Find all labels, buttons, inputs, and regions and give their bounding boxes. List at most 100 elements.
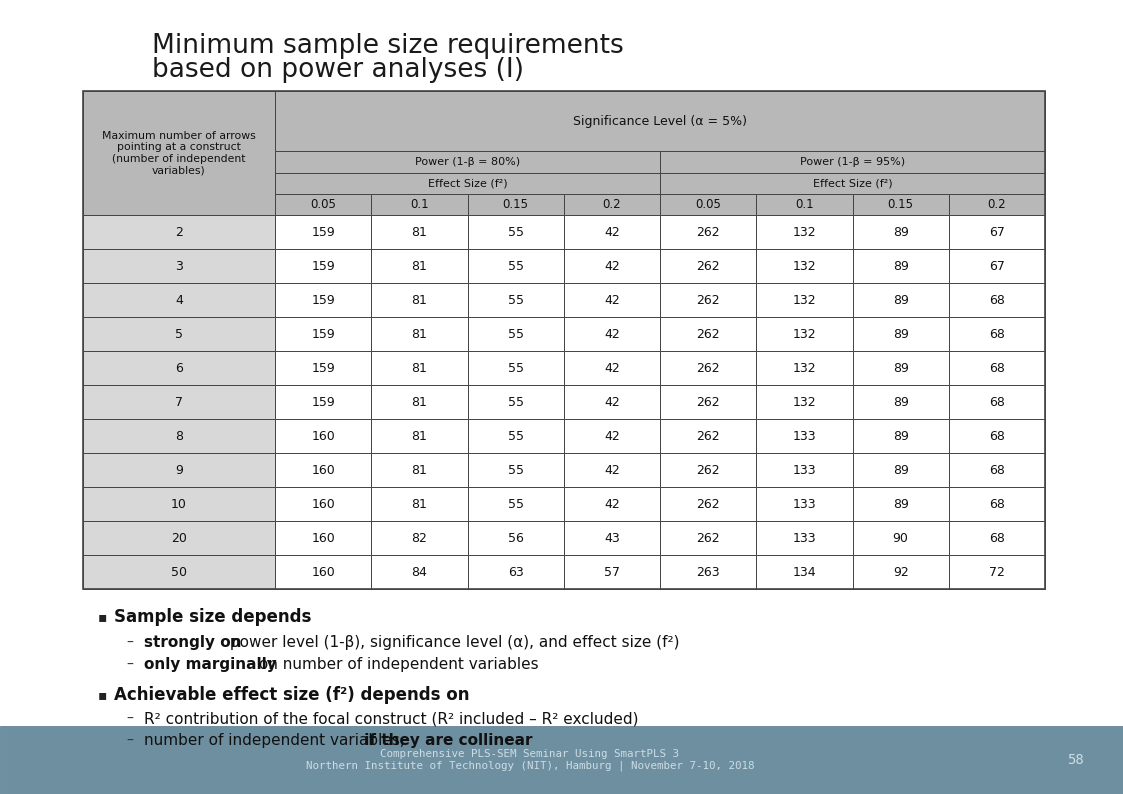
Bar — [660, 555, 756, 589]
Bar — [756, 453, 852, 487]
Text: 68: 68 — [989, 294, 1005, 306]
Bar — [564, 283, 660, 317]
Bar — [949, 487, 1046, 521]
Bar — [275, 521, 372, 555]
Bar — [949, 317, 1046, 351]
Bar — [372, 283, 467, 317]
Text: 89: 89 — [893, 498, 909, 511]
Bar — [275, 91, 1046, 151]
Text: 43: 43 — [604, 531, 620, 545]
Text: 159: 159 — [311, 395, 335, 408]
Bar — [852, 521, 949, 555]
Bar — [275, 487, 372, 521]
Bar — [467, 249, 564, 283]
Text: 81: 81 — [411, 294, 428, 306]
Bar — [756, 555, 852, 589]
Bar — [852, 555, 949, 589]
Bar — [756, 215, 852, 249]
Text: 67: 67 — [989, 225, 1005, 238]
Text: 72: 72 — [989, 565, 1005, 579]
Bar — [852, 215, 949, 249]
Bar — [372, 194, 467, 215]
Text: 262: 262 — [696, 430, 720, 442]
Text: 160: 160 — [311, 464, 335, 476]
Text: 89: 89 — [893, 294, 909, 306]
Text: 42: 42 — [604, 260, 620, 272]
Bar — [852, 419, 949, 453]
Text: 0.1: 0.1 — [410, 198, 429, 211]
Bar — [372, 215, 467, 249]
Text: if they are collinear: if they are collinear — [359, 734, 532, 749]
Bar — [660, 194, 756, 215]
Text: 89: 89 — [893, 225, 909, 238]
Text: Maximum number of arrows
pointing at a construct
(number of independent
variable: Maximum number of arrows pointing at a c… — [102, 130, 256, 175]
Bar — [564, 521, 660, 555]
Text: 262: 262 — [696, 498, 720, 511]
Bar — [83, 215, 275, 249]
Text: 10: 10 — [171, 498, 186, 511]
Text: 55: 55 — [508, 498, 523, 511]
Text: ▪: ▪ — [98, 610, 108, 624]
Bar — [660, 453, 756, 487]
Bar — [372, 555, 467, 589]
Text: Significance Level (α = 5%): Significance Level (α = 5%) — [573, 114, 747, 128]
Text: 262: 262 — [696, 294, 720, 306]
Bar — [83, 521, 275, 555]
Bar — [852, 385, 949, 419]
Bar — [467, 555, 564, 589]
Bar — [852, 249, 949, 283]
Bar — [467, 487, 564, 521]
Text: 0.15: 0.15 — [503, 198, 529, 211]
Text: 68: 68 — [989, 531, 1005, 545]
Text: 89: 89 — [893, 260, 909, 272]
Bar — [467, 419, 564, 453]
Text: 89: 89 — [893, 430, 909, 442]
Text: 133: 133 — [793, 464, 816, 476]
Bar — [852, 487, 949, 521]
Bar — [83, 91, 275, 215]
Text: ▪: ▪ — [98, 688, 108, 702]
Bar — [949, 555, 1046, 589]
Bar — [756, 419, 852, 453]
Text: 58: 58 — [1067, 753, 1084, 767]
Text: Effect Size (f²): Effect Size (f²) — [428, 179, 508, 188]
Bar — [660, 317, 756, 351]
Text: 159: 159 — [311, 327, 335, 341]
Bar — [372, 351, 467, 385]
Bar — [275, 249, 372, 283]
Text: Minimum sample size requirements: Minimum sample size requirements — [152, 33, 623, 59]
Text: 42: 42 — [604, 498, 620, 511]
Text: 0.15: 0.15 — [887, 198, 914, 211]
Text: 55: 55 — [508, 395, 523, 408]
Text: 81: 81 — [411, 464, 428, 476]
Text: 0.05: 0.05 — [310, 198, 336, 211]
Text: 89: 89 — [893, 327, 909, 341]
Text: 67: 67 — [989, 260, 1005, 272]
Bar — [660, 283, 756, 317]
Text: 159: 159 — [311, 361, 335, 375]
Text: 0.2: 0.2 — [987, 198, 1006, 211]
Bar — [756, 194, 852, 215]
Bar — [467, 194, 564, 215]
Bar — [467, 385, 564, 419]
Text: 68: 68 — [989, 327, 1005, 341]
Bar — [0, 726, 1123, 794]
Text: 2: 2 — [175, 225, 183, 238]
Text: 159: 159 — [311, 260, 335, 272]
Text: 160: 160 — [311, 498, 335, 511]
Bar — [83, 419, 275, 453]
Bar — [275, 351, 372, 385]
Text: 0.2: 0.2 — [603, 198, 621, 211]
Bar — [372, 317, 467, 351]
Bar — [83, 351, 275, 385]
Text: 7: 7 — [175, 395, 183, 408]
Text: 262: 262 — [696, 260, 720, 272]
Text: R² contribution of the focal construct (R² included – R² excluded): R² contribution of the focal construct (… — [144, 711, 639, 727]
Text: 160: 160 — [311, 430, 335, 442]
Text: 81: 81 — [411, 225, 428, 238]
Text: power level (1-β), significance level (α), and effect size (f²): power level (1-β), significance level (α… — [225, 635, 679, 650]
Bar — [660, 385, 756, 419]
Text: 262: 262 — [696, 464, 720, 476]
Bar — [275, 317, 372, 351]
Text: Power (1-β = 95%): Power (1-β = 95%) — [800, 157, 905, 167]
